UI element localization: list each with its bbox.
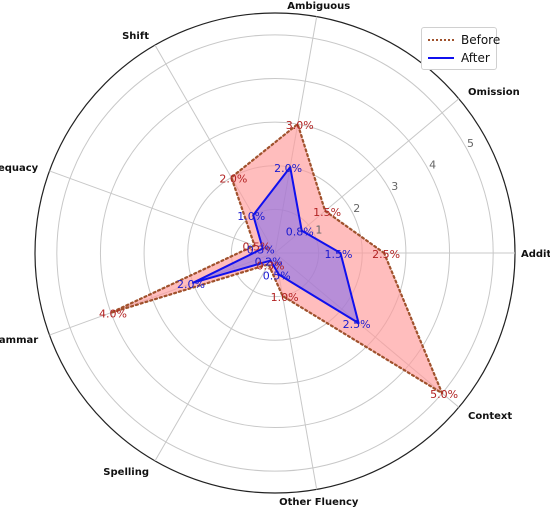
legend: Before After: [421, 27, 500, 70]
radial-tick-label: 1: [315, 223, 322, 236]
radial-tick-label: 3: [391, 180, 398, 193]
value-label-before: 4.0%: [99, 308, 127, 321]
category-label: Context: [468, 411, 512, 422]
value-label-before: 2.0%: [219, 172, 247, 185]
value-label-before: 2.5%: [372, 248, 400, 261]
category-label: Shift: [122, 31, 149, 42]
value-label-after: 2.0%: [177, 278, 205, 291]
series-line-before: [109, 122, 444, 395]
value-labels: 2.5% 1.5% 3.0% 2.0% 0.5% 4.0% 0.3% 1.0% 5.0% 1.5%…: [99, 119, 458, 401]
legend-swatch-after: [428, 57, 454, 59]
legend-swatch-before: [428, 39, 454, 41]
radar-series: [109, 122, 444, 395]
radial-tick-label: 4: [429, 159, 436, 172]
grid-spoke: [49, 170, 276, 254]
value-label-before: 1.5%: [313, 206, 341, 219]
value-label-after: 1.5%: [324, 248, 352, 261]
value-label-after: 0.8%: [286, 226, 314, 239]
legend-label-after: After: [461, 51, 490, 65]
radial-tick-label: 2: [353, 202, 360, 215]
category-label: Ambiguous: [287, 1, 350, 12]
category-label: Omission: [468, 87, 520, 98]
legend-label-before: Before: [461, 33, 501, 47]
value-label-after: 0.3%: [247, 244, 275, 257]
category-label: Addition: [521, 249, 550, 260]
value-label-after: 2.0%: [274, 162, 302, 175]
grid-spoke: [154, 252, 276, 462]
series-fill-after: [193, 167, 359, 324]
category-label: Other Adequacy: [0, 163, 39, 174]
value-label-after: 1.0%: [237, 210, 265, 223]
category-label: Spelling: [103, 467, 149, 478]
radial-tick-labels: 1 2 3 4 5: [315, 137, 474, 236]
value-label-before: 0.5%: [243, 241, 271, 254]
radial-tick-label: 5: [467, 137, 474, 150]
legend-item-after: After: [428, 50, 490, 66]
value-label-before: 1.0%: [271, 291, 299, 304]
category-label: Grammar: [0, 335, 38, 346]
value-label-before: 5.0%: [430, 388, 458, 401]
value-label-before: 3.0%: [286, 119, 314, 132]
value-label-after: 2.5%: [343, 318, 371, 331]
category-label: Other Fluency: [279, 497, 359, 507]
value-label-before: 0.3%: [256, 259, 284, 272]
series-line-after: [192, 166, 360, 325]
value-label-after: 0.5%: [263, 269, 291, 282]
value-label-after: 0.2%: [255, 256, 283, 269]
legend-item-before: Before: [428, 32, 500, 48]
